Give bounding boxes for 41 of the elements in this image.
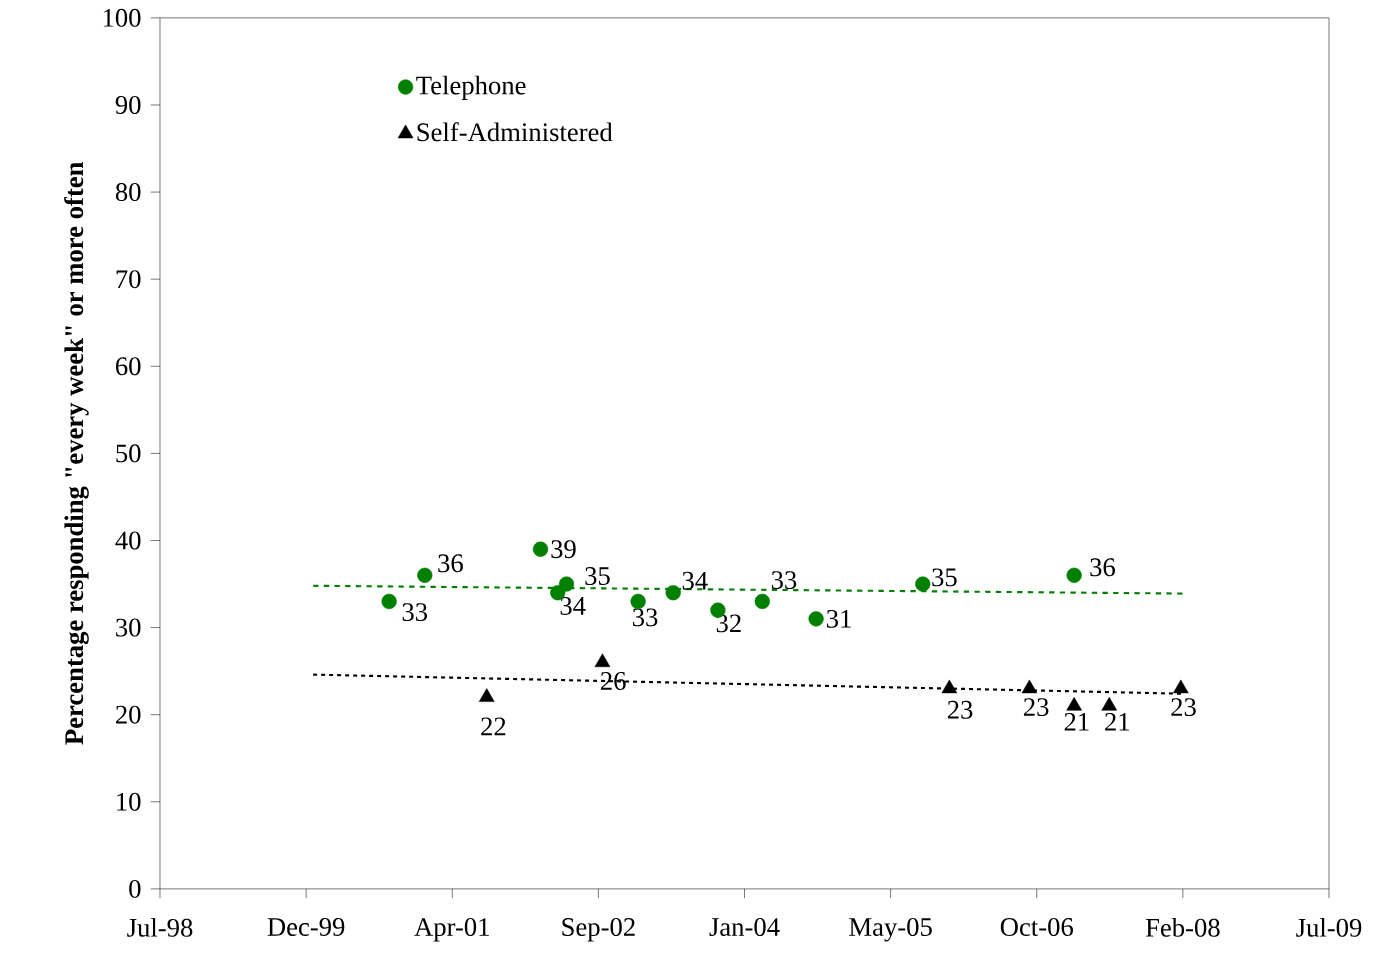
data-label: 33 [402, 603, 428, 622]
x-tick-label: Oct-06 [1000, 918, 1073, 937]
x-tick-label: Jan-04 [709, 918, 780, 937]
data-label: 31 [826, 609, 851, 628]
x-tick-label: Jul-98 [127, 918, 193, 937]
y-tick-label: 70 [116, 270, 141, 289]
y-tick-label: 60 [116, 357, 141, 376]
y-tick-label: 10 [117, 792, 141, 811]
data-label: 22 [481, 717, 506, 736]
y-axis-title: Percentage responding "every week" or more often [64, 162, 89, 745]
data-label: 23 [1171, 698, 1196, 717]
data-label: 33 [771, 571, 797, 590]
data-label: 23 [947, 700, 973, 719]
y-tick-label: 50 [116, 444, 141, 463]
x-tick-label: Feb-08 [1145, 918, 1220, 937]
x-tick-label: Apr-01 [414, 918, 489, 942]
data-label: 35 [932, 568, 957, 587]
x-tick-label: May-05 [849, 918, 932, 942]
legend-label: Self-Administered [417, 122, 613, 142]
data-label: 21 [1105, 712, 1129, 731]
data-label: 39 [551, 540, 576, 559]
data-label: 35 [585, 567, 610, 586]
y-tick-label: 40 [115, 531, 141, 550]
data-label: 21 [1064, 712, 1089, 731]
y-tick-label: 90 [115, 96, 141, 115]
y-tick-label: 0 [129, 879, 141, 898]
x-tick-label: Sep-02 [562, 918, 635, 942]
x-tick-label: Dec-99 [267, 918, 345, 936]
data-label: 33 [633, 608, 658, 627]
y-tick-label: 100 [103, 8, 141, 27]
y-tick-label: 20 [116, 705, 141, 724]
legend-label: Telephone [416, 75, 526, 100]
x-tick-label: Jul-09 [1296, 918, 1362, 937]
data-label: 36 [438, 554, 463, 573]
y-tick-label: 80 [115, 183, 141, 202]
y-tick-label: 30 [116, 618, 141, 637]
data-label: 36 [1090, 558, 1115, 577]
data-label: 26 [600, 672, 626, 690]
data-label: 34 [560, 597, 586, 615]
data-label: 34 [682, 571, 708, 590]
data-label: 23 [1023, 698, 1049, 717]
